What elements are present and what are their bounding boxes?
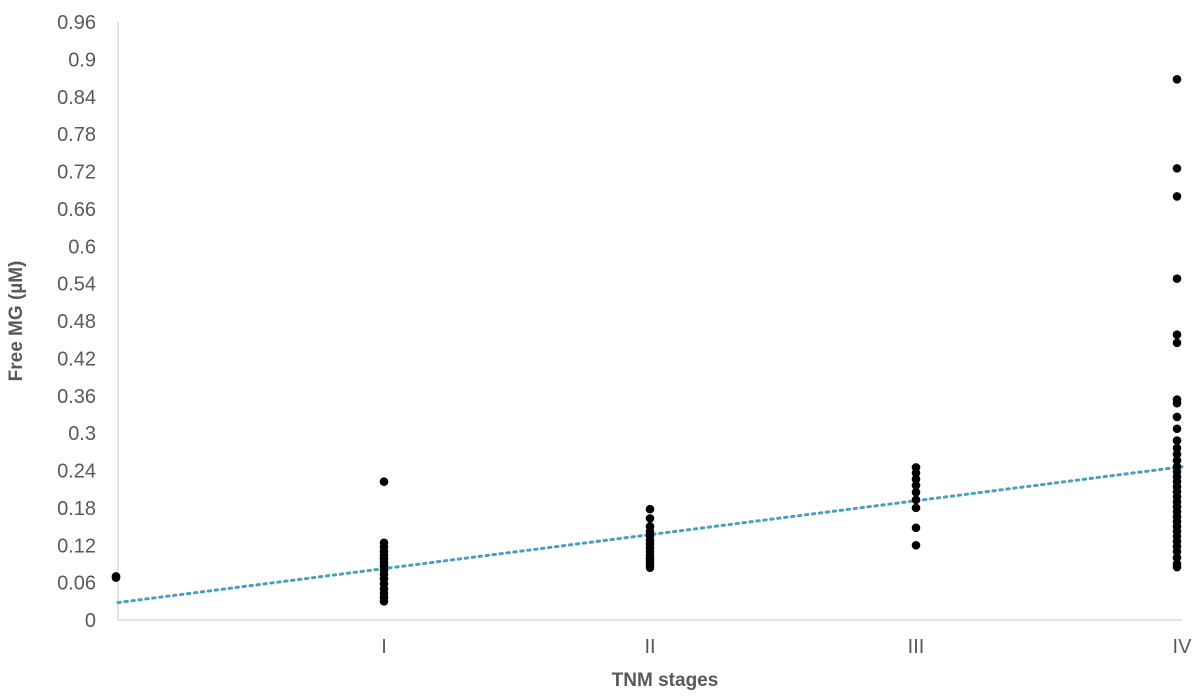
x-tick-label: I	[381, 636, 387, 658]
y-tick-label: 0.06	[57, 573, 96, 595]
data-point	[1172, 443, 1182, 453]
y-tick-label: 0.66	[57, 199, 96, 221]
data-point	[1172, 456, 1182, 465]
data-point	[1172, 412, 1182, 422]
data-point	[1172, 562, 1182, 572]
data-point	[911, 481, 921, 490]
y-tick-label: 0.72	[57, 162, 96, 184]
data-point	[1172, 330, 1182, 340]
data-point	[911, 523, 921, 533]
data-point	[111, 572, 121, 581]
y-tick-label: 0.6	[68, 236, 96, 258]
data-point	[379, 597, 389, 606]
y-tick-label: 0.18	[57, 498, 96, 520]
data-point	[645, 514, 655, 523]
data-point	[1172, 164, 1182, 173]
y-tick-label: 0.12	[57, 535, 96, 557]
y-tick-label: 0.36	[57, 386, 96, 408]
y-tick-label: 0.54	[57, 274, 96, 296]
linear-trendline	[116, 465, 1184, 605]
y-tick-label: 0.9	[68, 49, 96, 71]
data-point	[1172, 398, 1182, 408]
data-point	[1172, 338, 1182, 348]
y-tick-label: 0.3	[68, 423, 96, 445]
data-point	[1172, 553, 1182, 563]
data-point	[911, 468, 921, 478]
y-tick-label: 0.96	[57, 12, 96, 34]
x-tick-label: II	[644, 636, 655, 658]
data-point	[645, 563, 655, 572]
y-tick-label: 0	[85, 610, 96, 632]
x-tick-label: IV	[1173, 636, 1193, 658]
x-axis-title: TNM stages	[612, 670, 719, 691]
data-point	[911, 540, 921, 550]
data-point	[911, 488, 921, 497]
data-points	[111, 75, 1182, 606]
y-tick-label: 0.48	[57, 311, 96, 333]
data-point	[911, 503, 921, 513]
data-point	[1172, 274, 1182, 283]
data-point	[1172, 436, 1182, 445]
x-tick-labels: I II III IV	[381, 636, 1192, 658]
data-point	[1172, 424, 1182, 434]
data-point	[1172, 75, 1182, 84]
y-tick-label: 0.42	[57, 348, 96, 370]
y-tick-label: 0.84	[57, 87, 96, 109]
data-point	[379, 477, 389, 487]
y-tick-label: 0.78	[57, 124, 96, 146]
y-tick-labels: 0 0.06 0.12 0.18 0.24 0.3 0.36 0.42 0.48 0.54 0.6 0…	[57, 12, 96, 632]
x-tick-label: III	[908, 636, 925, 658]
data-point	[1172, 450, 1182, 459]
data-point	[1172, 192, 1182, 201]
data-point	[1172, 547, 1182, 556]
data-point	[911, 495, 921, 505]
data-point	[645, 504, 655, 514]
y-tick-label: 0.24	[57, 461, 96, 483]
y-axis-title: Free MG (µM)	[6, 261, 27, 382]
data-point	[911, 474, 921, 484]
